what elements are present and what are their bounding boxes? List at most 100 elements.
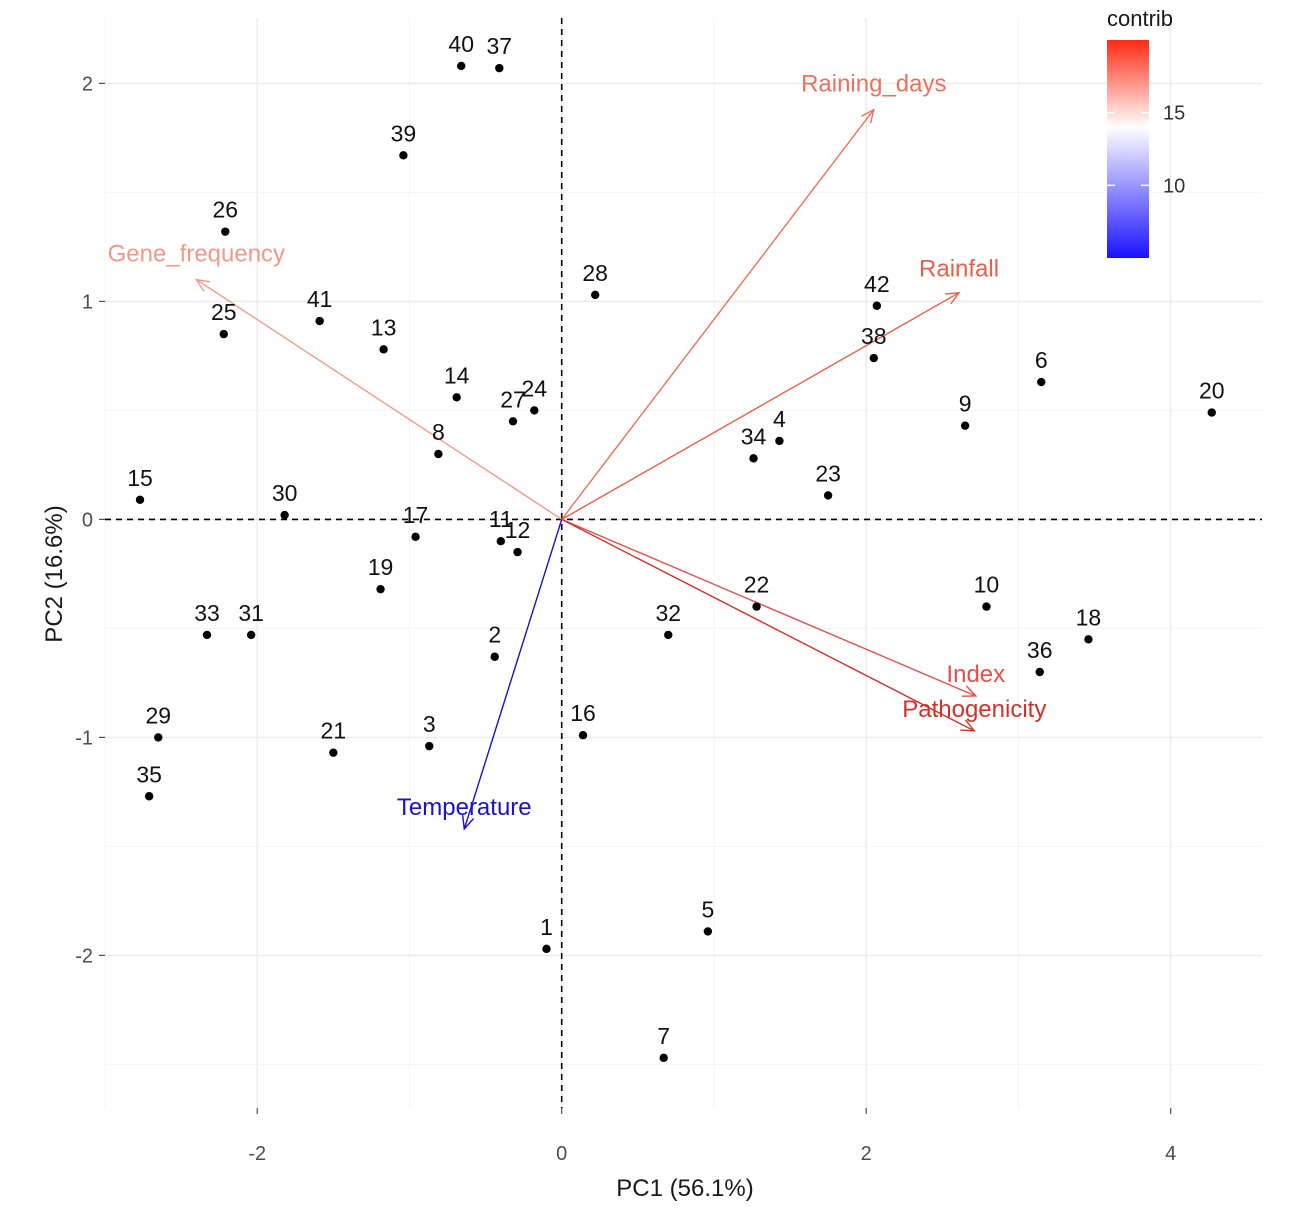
point-9 bbox=[960, 421, 970, 430]
y-tick-label: 0 bbox=[82, 509, 93, 531]
point-label: 11 bbox=[489, 506, 513, 532]
point-2 bbox=[490, 652, 499, 661]
y-tick-label: -1 bbox=[75, 727, 93, 749]
point-18 bbox=[1084, 635, 1093, 644]
point-label: 27 bbox=[500, 386, 526, 412]
point-label: 31 bbox=[238, 600, 264, 626]
y-tick-label: -2 bbox=[75, 945, 93, 967]
point-label: 35 bbox=[136, 761, 162, 787]
point-37 bbox=[495, 63, 504, 73]
point-27 bbox=[508, 417, 518, 426]
point-26 bbox=[221, 227, 230, 236]
contrib-legend: contrib 10 15 bbox=[1107, 6, 1185, 258]
y-tick-label: 1 bbox=[82, 291, 93, 313]
point-34 bbox=[749, 454, 758, 463]
point-6 bbox=[1037, 377, 1046, 387]
point-29 bbox=[154, 733, 163, 742]
point-38 bbox=[869, 353, 878, 363]
legend-tick-label: 15 bbox=[1163, 103, 1185, 125]
point-35 bbox=[144, 792, 154, 801]
point-22 bbox=[752, 602, 761, 611]
point-label: 26 bbox=[212, 197, 238, 223]
variable-label: Gene_frequency bbox=[108, 241, 285, 268]
point-label: 33 bbox=[194, 600, 220, 626]
point-16 bbox=[578, 731, 588, 740]
arrow-pathogenicity bbox=[561, 518, 975, 732]
point-label: 20 bbox=[1199, 378, 1225, 404]
reference-lines bbox=[105, 18, 1262, 1108]
point-28 bbox=[591, 290, 600, 300]
variable-label: Raining_days bbox=[801, 71, 946, 98]
y-axis-title: PC2 (16.6%) bbox=[41, 505, 68, 642]
point-label: 23 bbox=[815, 460, 841, 486]
point-11 bbox=[496, 537, 506, 546]
point-36 bbox=[1035, 667, 1044, 677]
arrowhead bbox=[861, 108, 875, 124]
point-label: 42 bbox=[864, 271, 890, 297]
point-label: 12 bbox=[505, 517, 531, 543]
point-label: 15 bbox=[127, 465, 153, 491]
point-8 bbox=[434, 449, 443, 459]
point-3 bbox=[425, 741, 434, 751]
arrowhead bbox=[461, 814, 475, 831]
point-label: 4 bbox=[773, 406, 786, 432]
grid bbox=[104, 18, 1262, 1108]
y-tick-label: 2 bbox=[82, 73, 93, 95]
point-24 bbox=[530, 406, 539, 415]
point-label: 40 bbox=[448, 31, 474, 57]
point-25 bbox=[219, 329, 228, 339]
point-17 bbox=[411, 532, 420, 542]
point-label: 37 bbox=[486, 33, 512, 59]
point-42 bbox=[872, 301, 882, 310]
point-39 bbox=[399, 151, 408, 160]
point-4 bbox=[775, 436, 784, 446]
variable-label: Pathogenicity bbox=[902, 696, 1046, 723]
point-19 bbox=[376, 584, 385, 594]
point-label: 1 bbox=[540, 914, 553, 940]
variable-label: Index bbox=[946, 661, 1005, 688]
point-13 bbox=[379, 345, 388, 354]
arrowhead bbox=[194, 278, 211, 292]
arrow-gene-frequency bbox=[195, 279, 563, 520]
point-label: 41 bbox=[307, 286, 333, 312]
x-tick-label: 4 bbox=[1165, 1143, 1176, 1165]
variable-label: Temperature bbox=[397, 794, 532, 821]
arrow-raining-days bbox=[561, 109, 875, 520]
legend-colorbar bbox=[1107, 40, 1149, 258]
point-1 bbox=[542, 944, 551, 954]
point-label: 38 bbox=[861, 323, 887, 349]
point-label: 13 bbox=[371, 314, 397, 340]
arrow-rainfall bbox=[561, 292, 960, 521]
point-33 bbox=[202, 630, 212, 640]
point-label: 30 bbox=[272, 480, 298, 506]
variable-arrows: Raining_days Rainfall Gene_frequency Index P… bbox=[108, 71, 1046, 831]
point-label: 2 bbox=[488, 622, 501, 648]
x-tick-label: -2 bbox=[248, 1143, 266, 1165]
point-label: 6 bbox=[1035, 347, 1048, 373]
point-15 bbox=[135, 495, 145, 504]
x-tick-label: 0 bbox=[556, 1143, 567, 1165]
point-label: 29 bbox=[145, 702, 171, 728]
x-tick-label: 2 bbox=[861, 1143, 872, 1165]
point-label: 8 bbox=[432, 419, 445, 445]
point-32 bbox=[664, 630, 673, 640]
x-axis-title: PC1 (56.1%) bbox=[616, 1175, 753, 1202]
point-label: 16 bbox=[570, 700, 596, 726]
arrowhead bbox=[960, 719, 976, 732]
point-20 bbox=[1207, 408, 1216, 417]
arrow-temperature bbox=[463, 519, 563, 830]
point-21 bbox=[329, 748, 338, 757]
point-label: 19 bbox=[368, 554, 394, 580]
point-label: 32 bbox=[655, 600, 681, 626]
point-12 bbox=[513, 547, 522, 557]
arrow-index bbox=[561, 518, 977, 697]
point-label: 22 bbox=[744, 572, 770, 598]
point-label: 21 bbox=[321, 718, 347, 744]
point-7 bbox=[659, 1053, 668, 1063]
point-30 bbox=[280, 510, 289, 520]
variable-label: Rainfall bbox=[919, 256, 999, 283]
point-label: 9 bbox=[959, 391, 972, 417]
point-label: 5 bbox=[701, 896, 714, 922]
